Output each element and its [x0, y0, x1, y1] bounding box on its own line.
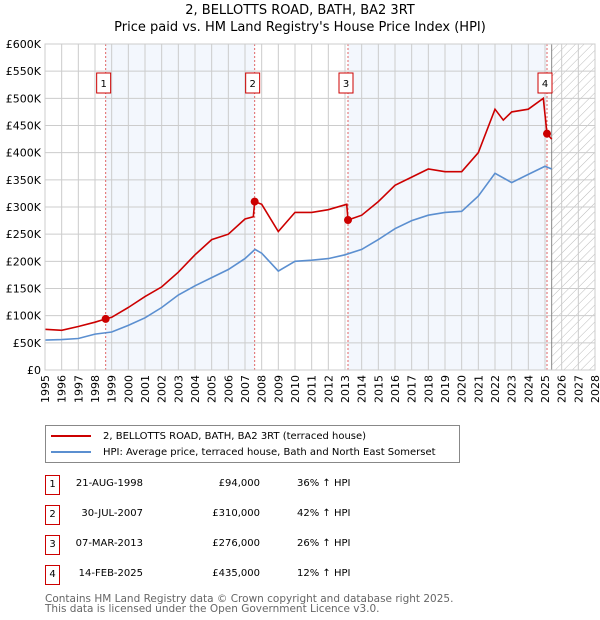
x-tick-label: 1998	[89, 375, 102, 403]
legend: 2, BELLOTTS ROAD, BATH, BA2 3RT (terrace…	[45, 425, 460, 463]
x-tick-label: 2027	[572, 375, 585, 403]
y-tick-label: £0	[27, 364, 41, 377]
sale-row: 2 30-JUL-2007 £310,000 42% ↑ HPI	[45, 505, 465, 525]
x-tick-label: 2014	[356, 375, 369, 403]
sale-label-box	[96, 72, 112, 94]
y-tick-label: £550K	[6, 65, 42, 78]
plot-border	[44, 43, 596, 371]
x-tick-label: 2025	[539, 375, 552, 403]
y-tick-label: £200K	[6, 255, 42, 268]
sale-price: £276,000	[212, 538, 260, 549]
legend-swatch	[51, 435, 91, 437]
legend-item-property: 2, BELLOTTS ROAD, BATH, BA2 3RT (terrace…	[46, 428, 366, 444]
x-tick-label: 2023	[506, 375, 519, 403]
x-tick-label: 2016	[389, 375, 402, 403]
sale-number: 1	[45, 475, 60, 495]
x-tick-label: 2006	[222, 375, 235, 403]
sale-hpi-diff: 26% ↑ HPI	[297, 538, 351, 549]
y-tick-label: £150K	[6, 283, 42, 296]
x-tick-label: 2022	[489, 375, 502, 403]
y-tick-label: £600K	[6, 38, 42, 51]
sale-label-box	[537, 72, 553, 94]
x-tick-label: 2008	[256, 375, 269, 403]
sale-row: 1 21-AUG-1998 £94,000 36% ↑ HPI	[45, 475, 465, 495]
x-tick-label: 2000	[122, 375, 135, 403]
sale-label: 4	[542, 79, 548, 90]
x-tick-label: 2003	[172, 375, 185, 403]
sale-label: 2	[249, 79, 255, 90]
sale-point	[101, 314, 110, 323]
x-tick-label: 2020	[456, 375, 469, 403]
x-tick-label: 2017	[406, 375, 419, 403]
sale-hpi-diff: 42% ↑ HPI	[297, 508, 351, 519]
sale-label: 1	[100, 79, 106, 90]
x-tick-label: 2026	[556, 375, 569, 403]
sale-price: £435,000	[212, 568, 260, 579]
sale-hpi-diff: 12% ↑ HPI	[297, 568, 351, 579]
x-tick-label: 2004	[189, 375, 202, 403]
sale-number: 2	[45, 505, 60, 525]
x-tick-label: 1995	[39, 375, 52, 403]
x-tick-label: 2021	[472, 375, 485, 403]
sale-date: 30-JUL-2007	[81, 508, 143, 519]
price-chart: 1995 1996 1997 1998 1999 2000 2001 2002 2003 2004…	[6, 38, 600, 403]
x-tick-label: 1996	[56, 375, 69, 403]
x-tick-label: 2009	[272, 375, 285, 403]
x-tick-label: 1997	[72, 375, 85, 403]
y-tick-label: £450K	[6, 120, 42, 133]
sale-date: 21-AUG-1998	[75, 478, 143, 489]
sale-row: 3 07-MAR-2013 £276,000 26% ↑ HPI	[45, 535, 465, 555]
chart-title: 2, BELLOTTS ROAD, BATH, BA2 3RT	[185, 3, 415, 18]
x-tick-label: 2024	[522, 375, 535, 403]
footer-line: Contains HM Land Registry data © Crown c…	[45, 593, 454, 605]
x-tick-label: 2011	[306, 375, 319, 403]
x-tick-label: 2018	[422, 375, 435, 403]
sale-number: 4	[45, 565, 60, 585]
property-price-line	[44, 96, 553, 332]
sale-label-box	[338, 72, 354, 94]
hpi-line	[44, 165, 552, 341]
sale-price: £94,000	[218, 478, 260, 489]
sale-date: 07-MAR-2013	[75, 538, 143, 549]
x-tick-label: 2019	[439, 375, 452, 403]
legend-item-hpi: HPI: Average price, terraced house, Bath…	[46, 444, 436, 460]
sale-price: £310,000	[212, 508, 260, 519]
legend-swatch	[51, 451, 91, 453]
y-tick-label: £500K	[6, 92, 42, 105]
x-tick-label: 2012	[322, 375, 335, 403]
y-tick-label: £350K	[6, 174, 42, 187]
x-tick-label: 2015	[372, 375, 385, 403]
footer: Contains HM Land Registry data © Crown c…	[45, 593, 454, 615]
legend-label: HPI: Average price, terraced house, Bath…	[103, 446, 436, 458]
x-tick-label: 2002	[156, 375, 169, 403]
x-tick-label: 2010	[289, 375, 302, 403]
sale-label-box	[245, 72, 261, 94]
x-tick-label: 1999	[106, 375, 119, 403]
sale-point	[543, 129, 551, 138]
sale-hpi-diff: 36% ↑ HPI	[297, 478, 351, 489]
y-tick-label: £50K	[13, 337, 42, 350]
sale-row: 4 14-FEB-2025 £435,000 12% ↑ HPI	[45, 565, 465, 585]
x-tick-label: 2007	[239, 375, 252, 403]
x-tick-label: 2005	[206, 375, 219, 403]
chart-subtitle: Price paid vs. HM Land Registry's House …	[114, 20, 486, 35]
sale-number: 3	[45, 535, 60, 555]
x-tick-label: 2013	[339, 375, 352, 403]
y-tick-label: £400K	[6, 147, 42, 160]
y-tick-label: £250K	[6, 228, 42, 241]
sale-label: 3	[343, 79, 349, 90]
y-tick-label: £100K	[6, 310, 42, 323]
x-tick-label: 2028	[589, 375, 600, 403]
legend-label: 2, BELLOTTS ROAD, BATH, BA2 3RT (terrace…	[103, 430, 367, 442]
x-tick-label: 2001	[139, 375, 152, 403]
sale-point	[250, 197, 259, 206]
footer-line: This data is licensed under the Open Gov…	[45, 603, 380, 615]
sale-date: 14-FEB-2025	[78, 568, 143, 579]
y-tick-label: £300K	[6, 201, 42, 214]
sale-point	[344, 216, 352, 225]
